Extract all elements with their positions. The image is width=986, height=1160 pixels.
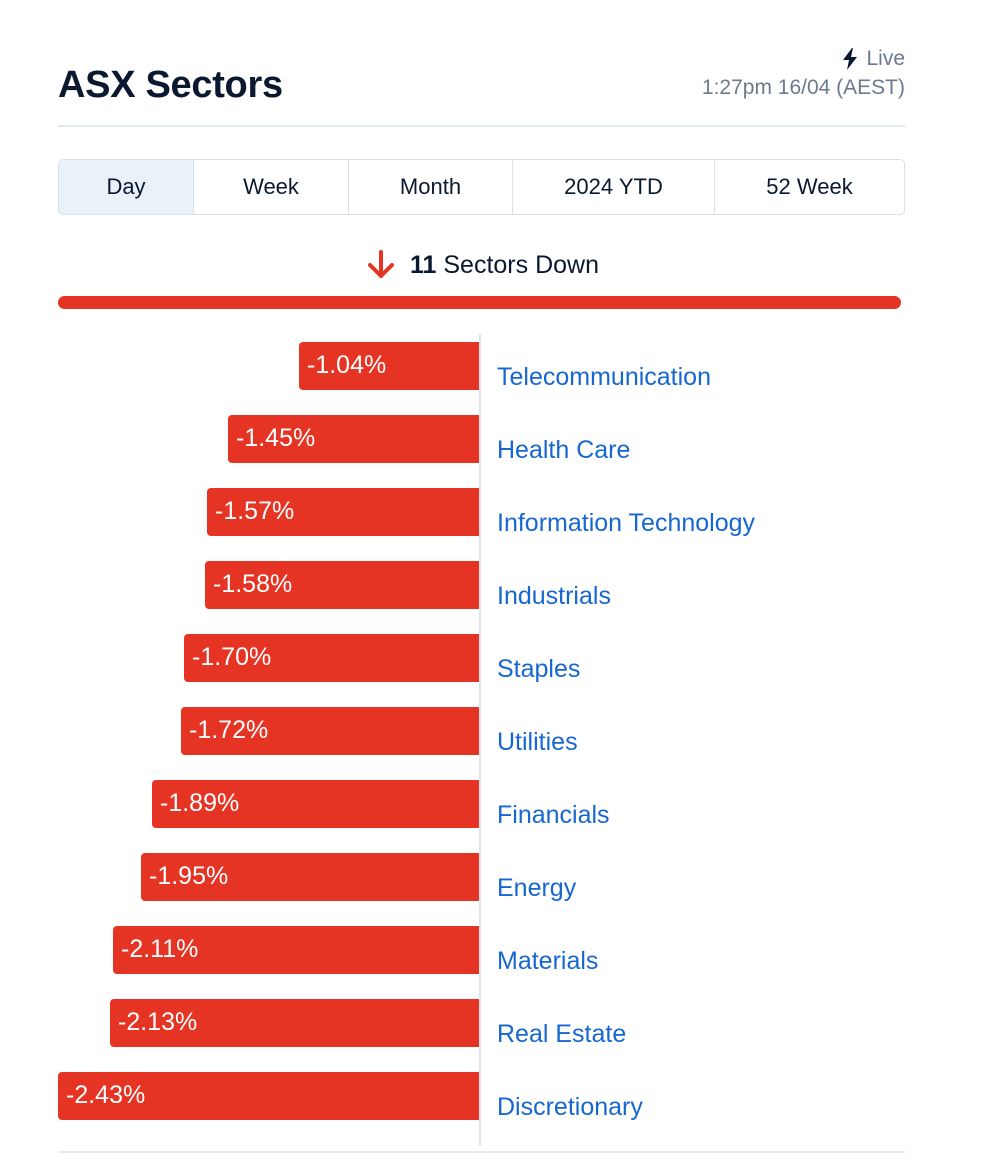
tab-52-week[interactable]: 52 Week (766, 174, 853, 199)
sector-change-value: -1.95% (149, 862, 229, 890)
tab-2024-ytd[interactable]: 2024 YTD (513, 160, 715, 214)
tab-month[interactable]: Month (349, 160, 513, 214)
sector-change-value: -2.11% (121, 935, 199, 963)
sector-row: -1.57% Information Technology (58, 480, 905, 553)
sector-change-value: -1.70% (192, 643, 272, 671)
sector-bar-chart: -1.04% Telecommunication -1.45% Health Care… (58, 334, 905, 1146)
lightning-bolt-icon (843, 47, 858, 70)
sector-name-link[interactable]: Information Technology (497, 509, 756, 537)
sector-bar: -2.13% (110, 999, 479, 1047)
sector-row: -1.72% Utilities (58, 699, 905, 772)
sector-name-link[interactable]: Financials (497, 801, 610, 829)
zero-axis-line (479, 334, 481, 1146)
sector-row: -1.89% Financials (58, 772, 905, 845)
sector-name-link[interactable]: Health Care (497, 436, 631, 464)
widget-title: ASX Sectors (58, 64, 283, 106)
sector-name-link[interactable]: Energy (497, 874, 577, 902)
sector-bar: -2.11% (113, 926, 479, 974)
sector-change-value: -1.89% (160, 789, 240, 817)
sectors-summary: 11 Sectors Down (58, 246, 905, 284)
sector-name-link[interactable]: Utilities (497, 728, 578, 756)
sector-change-value: -2.43% (66, 1081, 146, 1109)
sector-bar: -1.89% (152, 780, 479, 828)
live-indicator: Live (702, 44, 905, 73)
live-status: Live 1:27pm 16/04 (AEST) (702, 44, 905, 102)
sector-bar: -1.45% (228, 415, 479, 463)
sectors-down-text: Sectors Down (443, 251, 599, 279)
arrow-down-icon (367, 250, 394, 278)
bottom-divider (58, 1151, 905, 1153)
sector-name-link[interactable]: Industrials (497, 582, 611, 610)
sectors-down-count: 11 (409, 251, 437, 279)
sector-row: -1.95% Energy (58, 845, 905, 918)
sector-name-link[interactable]: Materials (497, 947, 599, 975)
sector-bar: -1.95% (141, 853, 479, 901)
sector-change-value: -1.58% (213, 570, 293, 598)
sector-bar: -1.04% (299, 342, 479, 390)
tab-week[interactable]: Week (194, 160, 349, 214)
timestamp: 1:27pm 16/04 (AEST) (701, 76, 905, 99)
sector-bar: -1.70% (184, 634, 479, 682)
sector-bar: -2.43% (58, 1072, 479, 1120)
sector-bar: -1.72% (181, 707, 479, 755)
sector-change-value: -1.04% (307, 351, 387, 379)
sector-row: -2.13% Real Estate (58, 991, 905, 1064)
sector-bar: -1.58% (205, 561, 479, 609)
sector-row: -1.45% Health Care (58, 407, 905, 480)
sector-row: -1.04% Telecommunication (58, 334, 905, 407)
header-divider (58, 125, 905, 127)
live-label: Live (866, 47, 905, 70)
sector-change-value: -2.13% (118, 1008, 198, 1036)
period-tabs: Day Week Month 2024 YTD 52 Week (58, 159, 905, 215)
sector-row: -2.43% Discretionary (58, 1064, 905, 1137)
sector-change-value: -1.57% (215, 497, 295, 525)
sector-name-link[interactable]: Telecommunication (497, 363, 711, 391)
sector-row: -1.70% Staples (58, 626, 905, 699)
sector-row: -2.11% Materials (58, 918, 905, 991)
sector-row: -1.58% Industrials (58, 553, 905, 626)
sector-name-link[interactable]: Real Estate (497, 1020, 627, 1048)
sector-name-link[interactable]: Discretionary (497, 1093, 643, 1121)
tab-day[interactable]: Day (59, 160, 194, 214)
breadth-bar (58, 296, 901, 309)
asx-sectors-widget: ASX Sectors Live 1:27pm 16/04 (AEST) Day… (58, 0, 905, 1160)
sector-change-value: -1.45% (236, 424, 316, 452)
sector-bar: -1.57% (207, 488, 479, 536)
sector-change-value: -1.72% (189, 716, 269, 744)
sector-name-link[interactable]: Staples (497, 655, 581, 683)
